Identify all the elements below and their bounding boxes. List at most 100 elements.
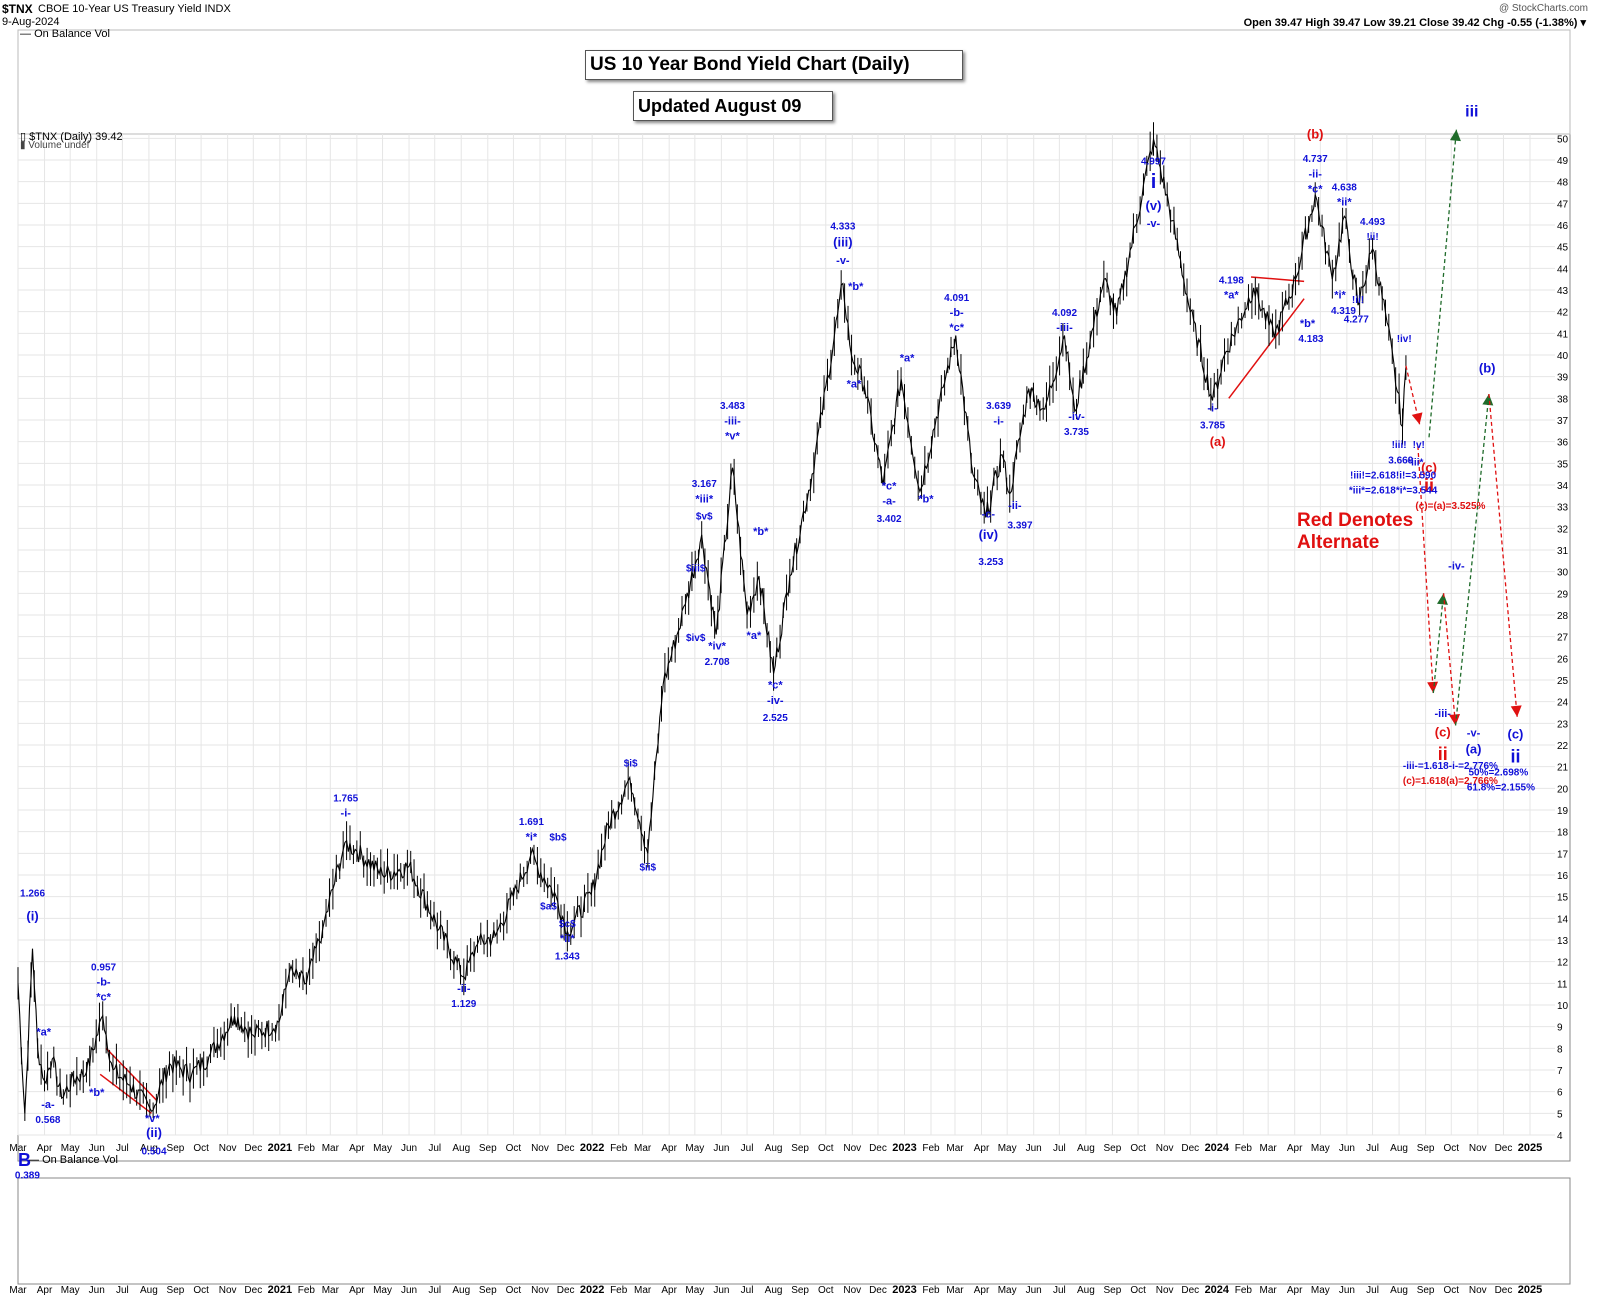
y-tick-label: 44 bbox=[1557, 264, 1569, 275]
x-tick-label-bottom: Oct bbox=[506, 1285, 522, 1296]
price-panel bbox=[17, 133, 1571, 1162]
x-tick-label-bottom: Jul bbox=[1366, 1285, 1379, 1296]
x-tick-label: Sep bbox=[1104, 1143, 1122, 1154]
projection-arrowhead bbox=[1510, 705, 1522, 717]
y-axis: 4567891011121314151617181920212223242526… bbox=[1557, 134, 1569, 1142]
wave-label: 1.129 bbox=[451, 999, 476, 1010]
wave-label: (b) bbox=[1307, 126, 1324, 141]
y-tick-label: 24 bbox=[1557, 698, 1569, 709]
wave-label: 3.253 bbox=[978, 557, 1003, 568]
wave-label: ii bbox=[1438, 744, 1448, 764]
y-tick-label: 37 bbox=[1557, 416, 1569, 427]
x-tick-label-bottom: Dec bbox=[869, 1285, 887, 1296]
x-tick-label-bottom: 2022 bbox=[580, 1284, 604, 1296]
x-tick-label: Sep bbox=[791, 1143, 809, 1154]
x-tick-label-bottom: Jul bbox=[116, 1285, 129, 1296]
y-tick-label: 4 bbox=[1557, 1131, 1563, 1142]
wave-label: -iv- bbox=[767, 695, 784, 707]
x-tick-label: Feb bbox=[922, 1143, 940, 1154]
x-tick-label: Apr bbox=[974, 1143, 990, 1154]
x-tick-label: Jun bbox=[713, 1143, 729, 1154]
wave-label: !ii! bbox=[1352, 295, 1364, 306]
y-tick-label: 45 bbox=[1557, 243, 1569, 254]
x-tick-label-bottom: May bbox=[373, 1285, 392, 1296]
y-tick-label: 15 bbox=[1557, 893, 1569, 904]
x-tick-label: May bbox=[1311, 1143, 1330, 1154]
x-tick-label: 2023 bbox=[892, 1142, 916, 1154]
wave-label: (b) bbox=[1479, 360, 1496, 375]
projection-arrows bbox=[1405, 129, 1522, 726]
y-tick-label: 50 bbox=[1557, 134, 1569, 145]
y-tick-label: 49 bbox=[1557, 156, 1569, 167]
wave-label: 3.167 bbox=[692, 479, 717, 490]
x-tick-label: Nov bbox=[1156, 1143, 1174, 1154]
y-tick-label: 25 bbox=[1557, 676, 1569, 687]
wave-label: 1.691 bbox=[519, 817, 544, 828]
x-tick-label: 2025 bbox=[1518, 1142, 1542, 1154]
projection-line bbox=[1428, 129, 1458, 438]
wave-label: $iii$ bbox=[686, 564, 706, 575]
projection-arrowhead bbox=[1411, 412, 1423, 425]
wave-label: -i- bbox=[993, 415, 1004, 427]
y-tick-label: 43 bbox=[1557, 286, 1569, 297]
y-tick-label: 22 bbox=[1557, 741, 1569, 752]
wave-label: -iv- bbox=[1448, 561, 1465, 573]
trendline bbox=[99, 1073, 152, 1114]
wave-label: $b$ bbox=[549, 832, 567, 843]
wave-label: $i$ bbox=[624, 759, 638, 770]
y-tick-label: 35 bbox=[1557, 459, 1569, 470]
x-tick-label-bottom: Mar bbox=[946, 1285, 964, 1296]
x-tick-label-bottom: 2024 bbox=[1205, 1284, 1230, 1296]
wave-label: *ii* bbox=[560, 933, 575, 945]
wave-label: !iii! bbox=[1392, 440, 1407, 451]
wave-label: -b- bbox=[950, 307, 964, 319]
x-tick-label: Apr bbox=[349, 1143, 365, 1154]
y-tick-label: 38 bbox=[1557, 394, 1569, 405]
y-tick-label: 16 bbox=[1557, 871, 1569, 882]
updated-label: Updated August 09 bbox=[633, 91, 833, 121]
wave-label: *v* bbox=[725, 431, 740, 443]
x-tick-label-bottom: Mar bbox=[322, 1285, 340, 1296]
trendlines bbox=[99, 276, 1305, 1114]
x-tick-label-bottom: Apr bbox=[974, 1285, 990, 1296]
x-tick-label: May bbox=[685, 1143, 704, 1154]
wave-label: *i* bbox=[526, 831, 538, 843]
projection-arrowhead bbox=[1449, 129, 1461, 142]
wave-label: -iii- bbox=[1434, 708, 1451, 720]
header-ohlc: Open 39.47 High 39.47 Low 39.21 Close 39… bbox=[1243, 17, 1586, 29]
wave-label: (a) bbox=[1210, 434, 1226, 449]
x-tick-label-bottom: Apr bbox=[661, 1285, 677, 1296]
projection-arrowhead bbox=[1449, 714, 1461, 726]
wave-label: 4.198 bbox=[1219, 276, 1244, 287]
x-tick-label: Feb bbox=[1235, 1143, 1253, 1154]
x-tick-label: Sep bbox=[1417, 1143, 1435, 1154]
y-tick-label: 13 bbox=[1557, 936, 1569, 947]
wave-label: *b* bbox=[89, 1087, 105, 1099]
x-tick-label: Nov bbox=[1469, 1143, 1487, 1154]
x-tick-label-bottom: Apr bbox=[349, 1285, 365, 1296]
x-tick-label-bottom: Jul bbox=[741, 1285, 754, 1296]
x-tick-label: Dec bbox=[1495, 1143, 1513, 1154]
x-tick-label: Aug bbox=[452, 1143, 470, 1154]
x-tick-label: Jul bbox=[741, 1143, 754, 1154]
y-tick-label: 20 bbox=[1557, 784, 1569, 795]
y-tick-label: 41 bbox=[1557, 329, 1569, 340]
y-tick-label: 11 bbox=[1557, 979, 1568, 990]
wave-label: -v- bbox=[836, 255, 850, 267]
y-tick-label: 5 bbox=[1557, 1109, 1563, 1120]
x-tick-label-bottom: Dec bbox=[557, 1285, 575, 1296]
x-tick-label: Mar bbox=[9, 1143, 27, 1154]
x-tick-label: Aug bbox=[140, 1143, 158, 1154]
wave-label: *b* bbox=[848, 281, 864, 293]
wave-label: i bbox=[1151, 171, 1157, 193]
wave-label: *ii* bbox=[1337, 197, 1352, 209]
wave-label: -ii- bbox=[1308, 168, 1322, 180]
x-tick-label-bottom: Jun bbox=[401, 1285, 417, 1296]
wave-label: 4.333 bbox=[830, 221, 855, 232]
x-tick-label-bottom: 2021 bbox=[268, 1284, 292, 1296]
y-tick-label: 39 bbox=[1557, 373, 1569, 384]
x-tick-label: Dec bbox=[557, 1143, 575, 1154]
wave-label: -ii- bbox=[457, 983, 471, 995]
wave-label: *c* bbox=[96, 992, 111, 1004]
y-tick-label: 9 bbox=[1557, 1023, 1563, 1034]
